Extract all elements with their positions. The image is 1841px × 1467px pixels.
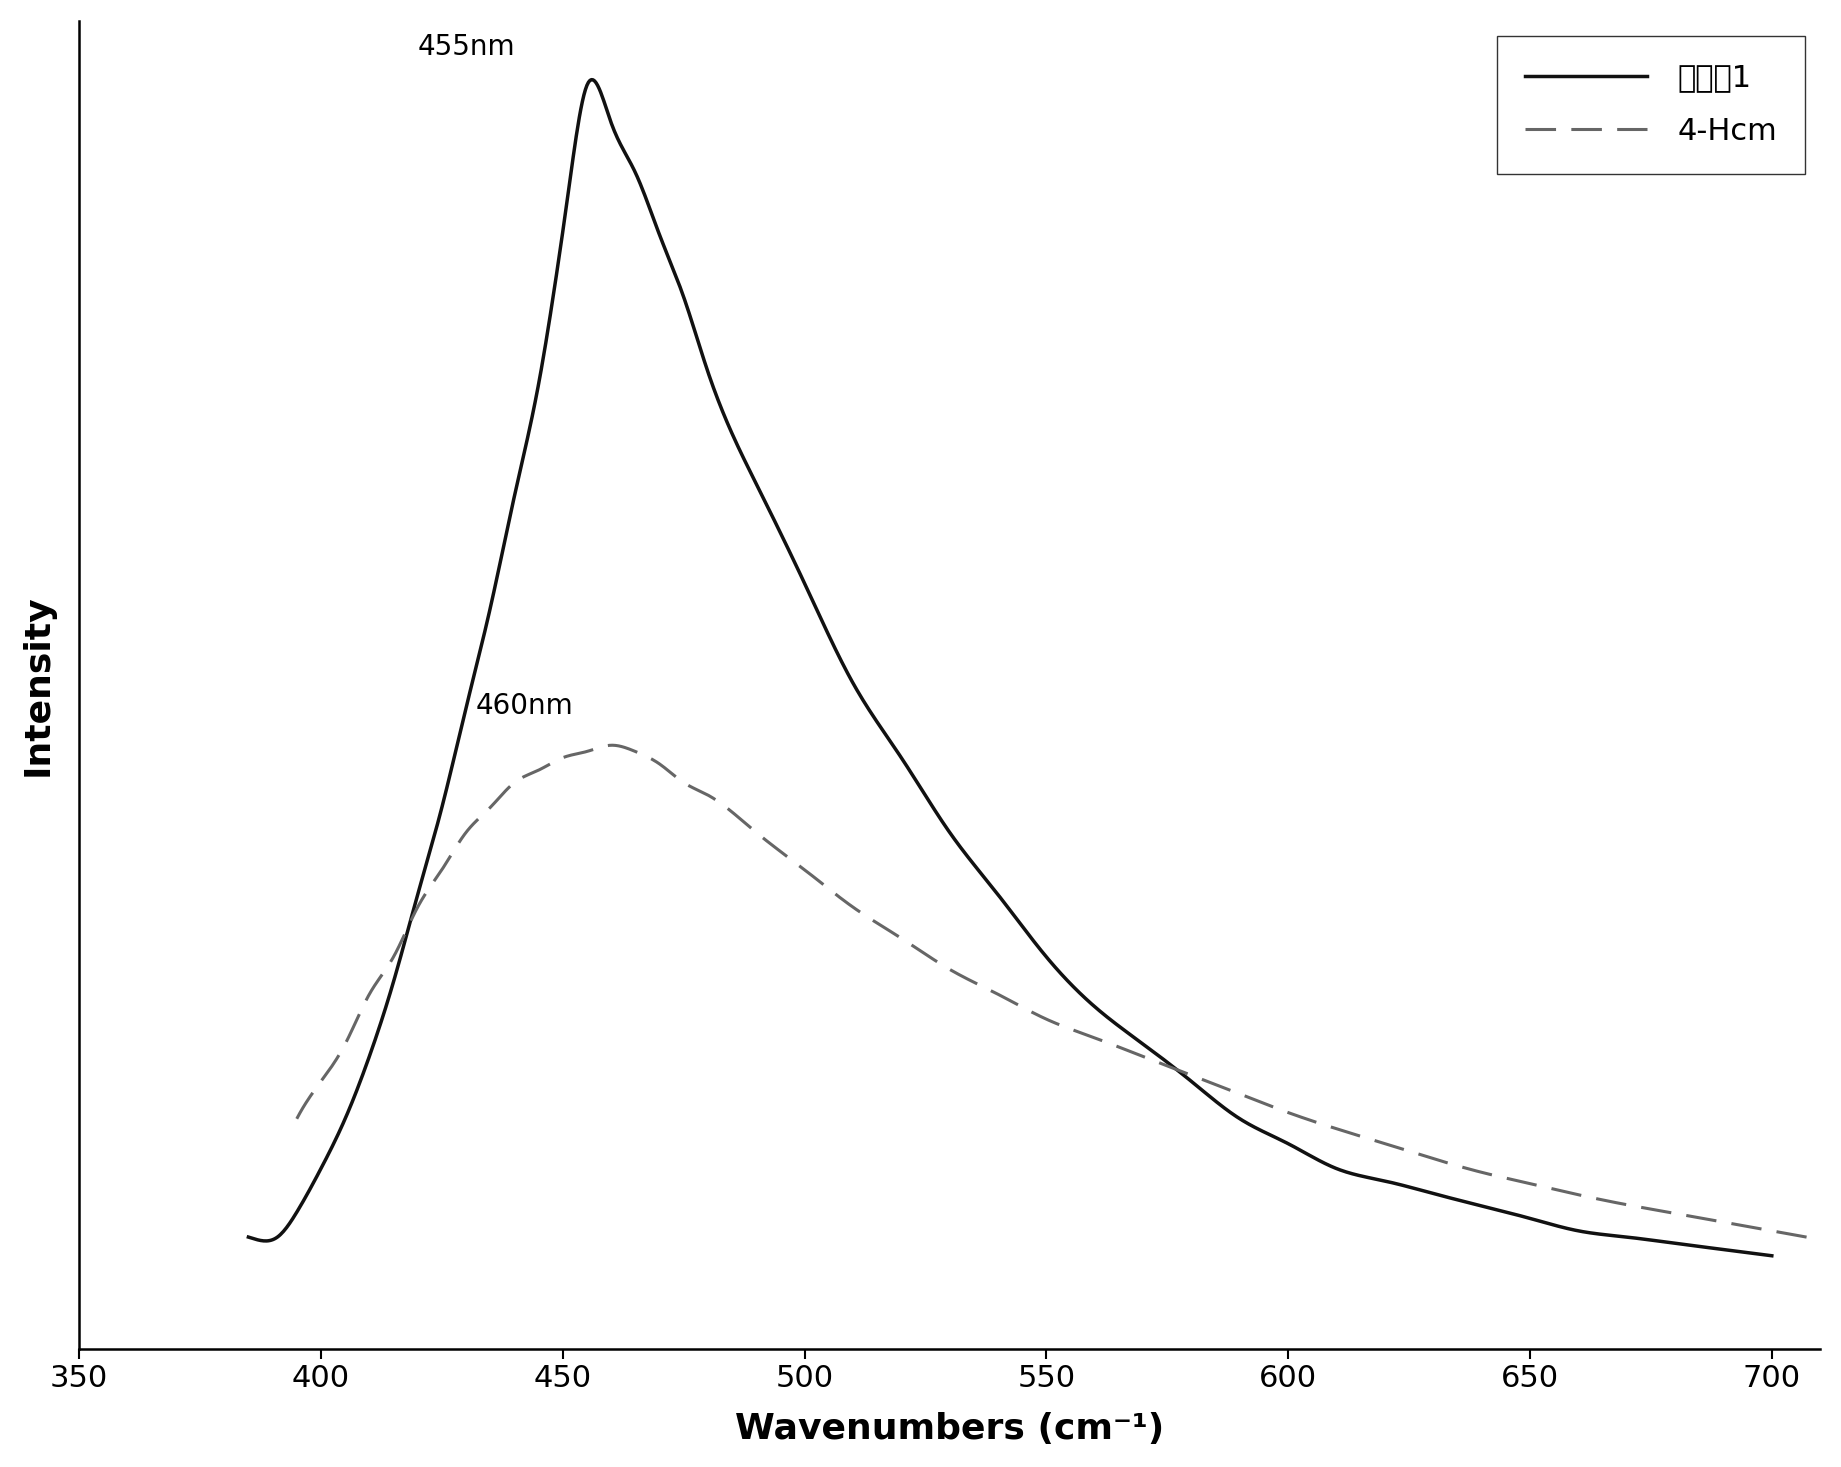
Legend: 化合癲1, 4-Hcm: 化合癲1, 4-Hcm — [1497, 37, 1804, 173]
4-Hcm — [602, 736, 624, 754]
Line: 化合癲1: 化合癲1 — [249, 79, 1771, 1256]
化合癲1 — [580, 70, 602, 88]
化合癲1 — [909, 779, 932, 797]
化合癲1 — [1427, 1185, 1449, 1203]
Line: 4-Hcm: 4-Hcm — [296, 745, 1821, 1240]
化合癲1 — [237, 1228, 260, 1245]
化合癲1 — [1285, 1138, 1307, 1156]
4-Hcm — [1502, 1171, 1524, 1188]
化合癲1 — [1760, 1247, 1782, 1265]
Y-axis label: Intensity: Intensity — [20, 594, 55, 776]
化合癲1 — [854, 697, 876, 714]
化合癲1 — [1454, 1193, 1476, 1210]
4-Hcm — [1810, 1231, 1832, 1248]
4-Hcm — [285, 1111, 307, 1128]
Text: 455nm: 455nm — [418, 32, 515, 60]
X-axis label: Wavenumbers (cm⁻¹): Wavenumbers (cm⁻¹) — [735, 1413, 1164, 1446]
4-Hcm — [904, 937, 926, 955]
4-Hcm — [1475, 1165, 1497, 1182]
4-Hcm — [957, 971, 979, 989]
化合癲1 — [392, 936, 414, 954]
Text: 460nm: 460nm — [475, 692, 573, 720]
4-Hcm — [442, 844, 464, 861]
4-Hcm — [1333, 1122, 1355, 1140]
